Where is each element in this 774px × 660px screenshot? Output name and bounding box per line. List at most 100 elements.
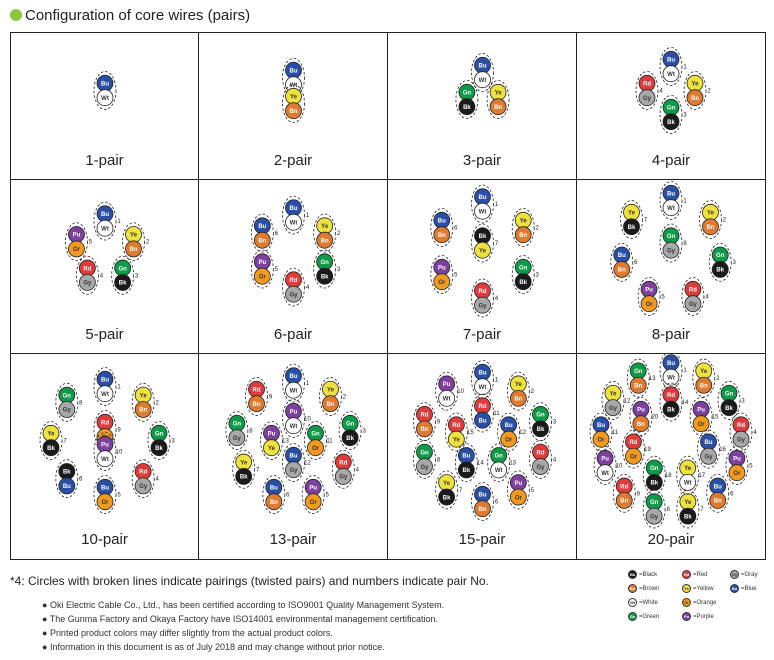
pair-boundary-icon xyxy=(444,412,468,452)
twisted-pair: Bu Bn 6 xyxy=(250,213,279,253)
wire-wt-icon: Wt xyxy=(285,381,302,399)
wire-code-label: Bn xyxy=(321,238,329,244)
pair-number-label: 15 xyxy=(712,414,719,420)
wire-gn-icon: Gn xyxy=(711,246,729,264)
wire-code-label: Bk xyxy=(321,274,329,280)
twisted-pair: Pu Wt 10 xyxy=(93,432,123,471)
twisted-pair: Bu Bk 14 xyxy=(454,443,484,483)
pair-cell: Bu Wt 1 Ye Bn 2 Gn Bk 3 Rd Gy 4 Pu Or 5 Bu Bn 6 6-pair xyxy=(199,180,388,354)
wire-ye-icon: Ye xyxy=(125,226,142,243)
wire-gy-icon: Gy xyxy=(285,461,302,479)
wire-rd-icon: Rd xyxy=(625,433,642,451)
pair-diagram: Bu Wt 1 Ye Bn 2 Gn Bk 3 Rd Gy 4 Pu Or 5 Bu Bn 6 Ye Bk 7 Gn Gy 8… xyxy=(589,354,757,529)
twisted-pair: Ye Bn xyxy=(486,80,510,119)
legend-label: =Green xyxy=(639,613,660,620)
pair-number-label: 3 xyxy=(171,439,175,445)
wire-code-label: Pu xyxy=(637,407,645,413)
wire-ye-icon: Ye xyxy=(623,203,640,221)
wire-pu-icon: Pu xyxy=(509,474,527,492)
legend-label: =Black xyxy=(639,571,658,578)
twisted-pair: Pu Or 5 xyxy=(430,255,458,294)
wire-code-label: Ye xyxy=(240,460,248,466)
wire-ye-swatch-icon: Ye xyxy=(682,584,691,593)
wire-code-label: Ye xyxy=(707,211,715,217)
wire-code-label: Bu xyxy=(462,454,470,460)
wire-bn-icon: Bn xyxy=(285,102,302,120)
wire-code-label: Bk xyxy=(628,225,636,231)
pair-number-label: 8 xyxy=(437,457,441,463)
wire-code-label: Rd xyxy=(629,440,637,446)
wire-gn-icon: Gn xyxy=(458,83,476,101)
wire-pu-icon: Pu xyxy=(438,375,456,393)
pair-boundary-icon xyxy=(681,277,705,316)
wire-code-label: Gn xyxy=(321,260,330,266)
pair-cell: Bu Wt 1 Ye Bn 2 Gn Bk 3 Rd Gy 4 Pu Or 5 Bu Bn 6 Ye Bk 7 Gn Gy 8… xyxy=(199,354,388,559)
pair-count-label: 8-pair xyxy=(651,326,691,343)
wire-code-label: Ye xyxy=(321,224,329,230)
wire-code-label: Bn xyxy=(290,109,298,115)
wire-code-label: Or xyxy=(733,471,741,477)
wire-gn-icon: Gn xyxy=(341,414,359,432)
wire-code-label: Bn xyxy=(700,383,708,389)
twisted-pair: Bu Wt 1 xyxy=(93,367,121,406)
pair-number-label: 7 xyxy=(495,241,499,247)
twisted-pair: Gn Gy 8 xyxy=(55,382,83,422)
wire-code-label: Bk xyxy=(443,495,451,501)
wire-code-label: Bn xyxy=(620,499,628,505)
pair-boundary-icon xyxy=(122,222,145,262)
pair-count-label: 10-pair xyxy=(81,531,128,548)
pair-boundary-icon xyxy=(131,382,155,422)
wire-code-label: Bu xyxy=(270,486,278,492)
wire-code-label: Gn xyxy=(118,266,127,272)
wire-code-label: Ye xyxy=(700,369,708,375)
pair-number-label: 8 xyxy=(666,507,670,513)
twisted-pair: Bu Bn 6 xyxy=(610,242,638,282)
pair-number-label: 7 xyxy=(256,467,260,473)
pair-boundary-icon xyxy=(659,181,683,220)
twisted-pair: Pu Wt 10 xyxy=(282,399,311,438)
pair-boundary-icon xyxy=(471,482,494,521)
twisted-pair: Pu Or 5 xyxy=(637,277,665,316)
wire-code-label: Wt xyxy=(601,471,609,477)
wire-code-label: Wt xyxy=(101,96,109,102)
wire-code-label: Gn xyxy=(667,234,676,240)
twisted-pair: Ye Bn 2 xyxy=(319,377,347,416)
wire-bk-icon: Bk xyxy=(662,400,680,418)
pair-diagram: Bu Wt 1 Ye Bn 2 Gn Bk 3 Rd Gy 4 xyxy=(635,47,711,134)
pair-boundary-icon xyxy=(629,397,653,436)
wire-code-label: Bu xyxy=(290,454,298,460)
wire-gy-icon: Gy xyxy=(604,399,622,417)
twisted-pair: Rd Gy 4 xyxy=(729,412,757,452)
wire-wt-icon: Wt xyxy=(662,368,680,386)
pair-boundary-icon xyxy=(635,71,659,110)
wire-code-label: Gn xyxy=(346,422,355,428)
wire-gy-icon: Gy xyxy=(285,285,302,303)
wire-rd-icon: Rd xyxy=(447,416,465,434)
pair-boundary-icon xyxy=(413,439,436,479)
pair-boundary-icon xyxy=(689,397,713,436)
wire-gn-icon: Gn xyxy=(514,258,532,276)
wire-bk-icon: Bk xyxy=(457,461,475,479)
pair-number-label: 4 xyxy=(753,430,757,436)
wire-gn-icon: Gn xyxy=(416,443,433,461)
pair-number-label: 3 xyxy=(741,398,745,404)
pair-number-label: 10 xyxy=(616,463,623,469)
wire-code-label: Bn xyxy=(714,499,722,505)
wire-code-label: Bn xyxy=(253,402,261,408)
legend-item: Gn =Green xyxy=(628,612,659,621)
wire-bu-icon: Bu xyxy=(700,433,717,451)
pair-number-label: 8 xyxy=(79,400,83,406)
wire-code-label: Bu xyxy=(479,371,487,377)
pair-count-label: 20-pair xyxy=(647,531,695,548)
pair-cell: Bu Wt 1 Ye Bn 2 Gn Bk 3 Rd Gy 4 Pu Or 5 Bu Bn 6 Ye Bk 7 Gn Gy 8… xyxy=(577,180,765,354)
pair-number-label: 1 xyxy=(306,213,310,219)
pair-boundary-icon xyxy=(471,223,494,263)
twisted-pair: Bu Wt 1 xyxy=(659,181,687,220)
pair-count-label: 6-pair xyxy=(273,326,313,343)
twisted-pair: Gn Or 11 xyxy=(304,421,333,460)
wire-code-label: Wt xyxy=(479,209,487,215)
wire-code-label: Pu xyxy=(515,481,523,487)
wire-code-label: Bu xyxy=(705,440,713,446)
wire-code-label: Bn xyxy=(637,422,645,428)
twisted-pair: Ye Bn 2 xyxy=(692,358,720,398)
